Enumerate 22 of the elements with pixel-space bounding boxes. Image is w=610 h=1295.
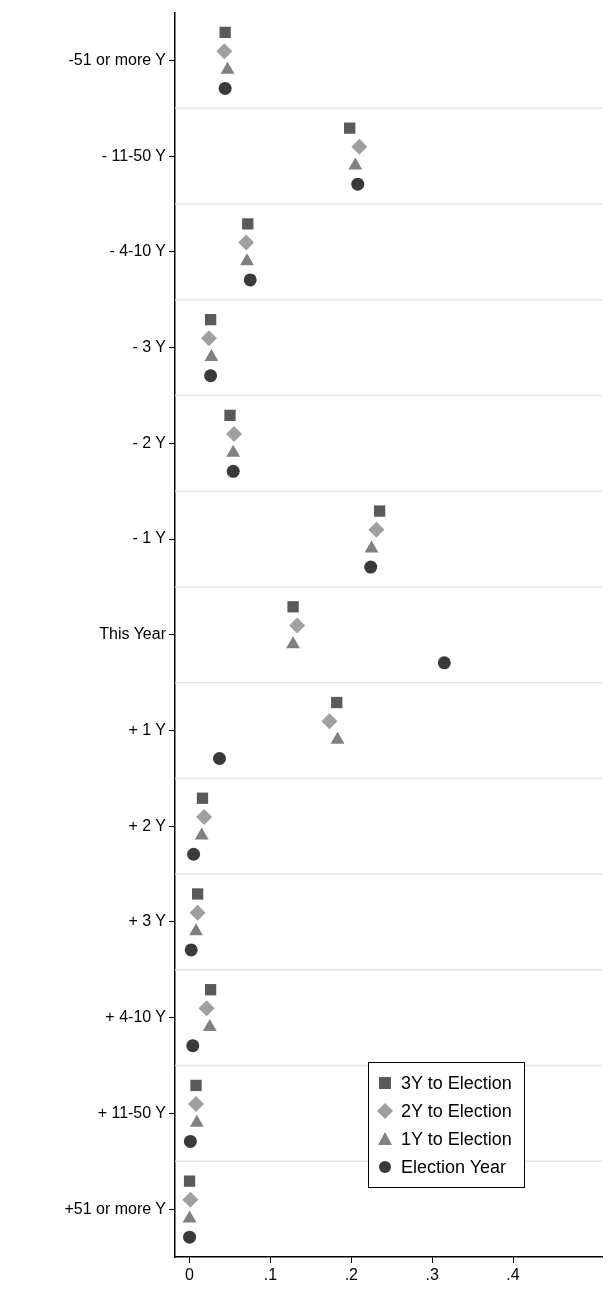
y-tick-label: + 4-10 Y <box>105 1008 167 1026</box>
y-tick-label: + 11-50 Y <box>97 1103 167 1121</box>
y-tick-label: - 2 Y <box>132 433 167 451</box>
y-tick-label: - 3 Y <box>132 338 167 356</box>
y-tick-label: - 4-10 Y <box>109 242 167 260</box>
legend-label: 1Y to Election <box>401 1128 512 1151</box>
legend-label: 2Y to Election <box>401 1100 512 1123</box>
y-tick-label: This Year <box>99 625 167 643</box>
y-tick-label: - 1 Y <box>132 529 167 547</box>
y-tick-label: +51 or more Y <box>64 1199 167 1217</box>
y-tick-label: + 2 Y <box>128 816 167 834</box>
y-tick-label: -51 or more Y <box>68 50 167 68</box>
y-tick-label: - 11-50 Y <box>101 146 167 164</box>
legend-label: 3Y to Election <box>401 1072 512 1095</box>
y-tick-label: + 3 Y <box>128 912 167 930</box>
x-tick-label: .4 <box>506 1266 520 1284</box>
x-tick-label: .1 <box>263 1266 278 1284</box>
x-tick-label: .3 <box>425 1266 439 1284</box>
y-tick-label: + 1 Y <box>128 720 167 738</box>
x-tick-label: 0 <box>185 1266 195 1284</box>
x-tick-label: .2 <box>344 1266 359 1284</box>
legend-label: Election Year <box>401 1156 507 1179</box>
